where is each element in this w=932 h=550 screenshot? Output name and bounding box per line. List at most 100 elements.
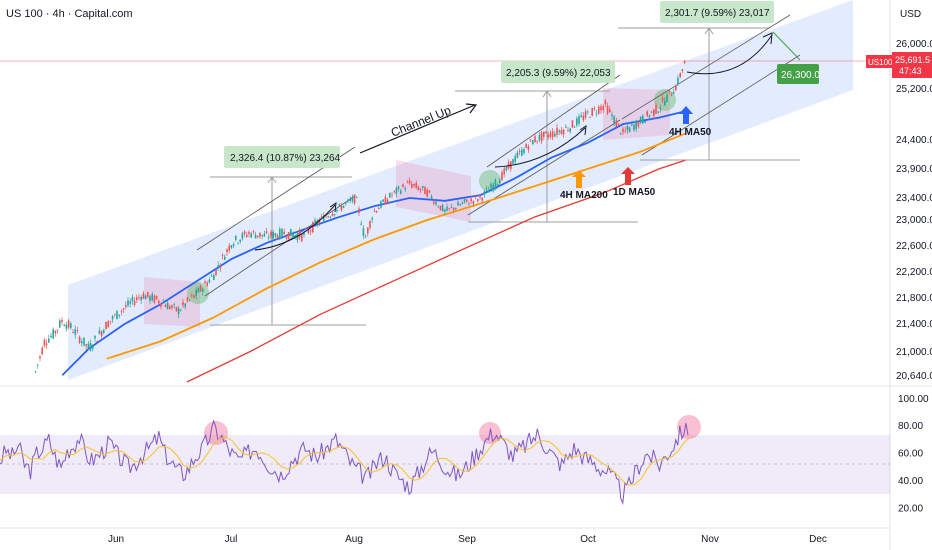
candle-body [584,111,587,118]
candle-body [545,131,547,134]
candle-body [648,115,651,118]
candle-body [494,179,497,187]
candle-body [283,231,285,235]
candle-body [389,192,391,198]
ma50-1d-line [186,159,686,383]
candle-body [250,233,252,238]
price-tag-countdown: 47:43 [899,66,922,76]
main-pane-static [0,0,868,380]
rsi-ma-line [0,436,691,486]
candle-body [158,300,160,304]
price-tick-label: 22,200.0 [896,267,932,278]
candle-body [549,132,552,137]
candle-body [186,297,189,302]
rsi-tick-label: 80.00 [898,421,923,432]
candle-body [481,197,483,201]
measure-bracket-3 [618,27,800,161]
candle-body [246,234,248,237]
candle-body [87,343,90,349]
candle-body [153,295,156,303]
candle-body [386,199,389,203]
measure-label-1: 2,326.4 (10.87%) 23,264 [230,153,341,164]
candle-body [468,203,470,205]
candle-body [419,189,422,190]
candle-body [620,132,622,135]
candle-body [287,232,290,239]
candle-body [446,206,448,212]
candle-body [241,233,244,239]
candle-body [455,208,457,210]
candle-body [43,339,46,346]
candle-body [488,189,490,193]
target-down-arrow [772,31,801,61]
candle-body [56,329,59,331]
candle-body [281,228,283,237]
candle-body [199,285,202,292]
candle-body [582,115,585,121]
ma200-marker: 4H MA200 [560,170,608,201]
candle-body [543,131,545,137]
price-tag-value: 25,691.5 [895,55,930,65]
candle-body [397,186,400,189]
candle-body [67,320,70,328]
candle-body [155,295,158,300]
candle-body [413,183,415,186]
price-tick-label: 23,000.0 [896,215,932,226]
candle-body [70,323,72,328]
candle-body [197,288,200,293]
curve-arrow-2 [494,127,586,168]
candle-body [501,172,503,181]
candle-body [173,304,175,306]
candle-body [534,136,536,143]
price-tick-label: 26,000.0 [896,39,932,50]
candle-body [329,216,332,218]
candle-body [400,190,402,194]
candle-body [402,184,404,188]
candle-body [243,231,246,234]
candle-body [587,111,589,113]
measure-label-3: 2,301.7 (9.59%) 23,017 [665,8,770,19]
candle-body [633,124,635,131]
candle-body [129,301,131,304]
rsi-series [0,419,691,506]
candle-body [466,199,468,202]
rsi-tick-label: 60.00 [898,449,923,460]
candle-body [175,306,178,312]
candle-body [406,182,409,184]
candle-body [92,347,94,349]
candle-body [248,231,250,234]
channel-up-band [68,0,853,380]
rsi-tick-label: 20.00 [898,503,923,514]
candle-body [391,194,393,196]
candle-body [89,343,92,351]
candle-body [180,309,182,311]
candle-body [314,219,316,222]
candle-body [285,237,288,239]
candle-body [217,265,219,268]
candle-body [604,100,607,105]
candle-body [668,90,670,92]
candle-body [606,105,609,114]
candle-body [74,329,76,335]
candle-body [642,115,644,123]
curve-arrow-2-head [579,124,587,136]
time-axis: Jun Jul Aug Sep Oct Nov Dec [108,534,827,545]
candle-body [556,127,558,135]
candle-body [358,208,360,213]
candle-body [512,159,514,164]
candle-body [375,210,378,213]
time-tick-label: Nov [701,534,719,545]
candle-body [347,199,349,202]
candle-body [230,245,233,248]
rsi-line [0,419,689,506]
candle-body [683,60,686,64]
candle-body [483,191,486,195]
candle-body [571,120,574,128]
candle-body [257,235,259,237]
candle-body [404,188,406,190]
candle-body [384,196,387,205]
candle-body [184,303,186,307]
candle-body [34,371,37,373]
price-tick-label: 22,600.0 [896,241,932,252]
